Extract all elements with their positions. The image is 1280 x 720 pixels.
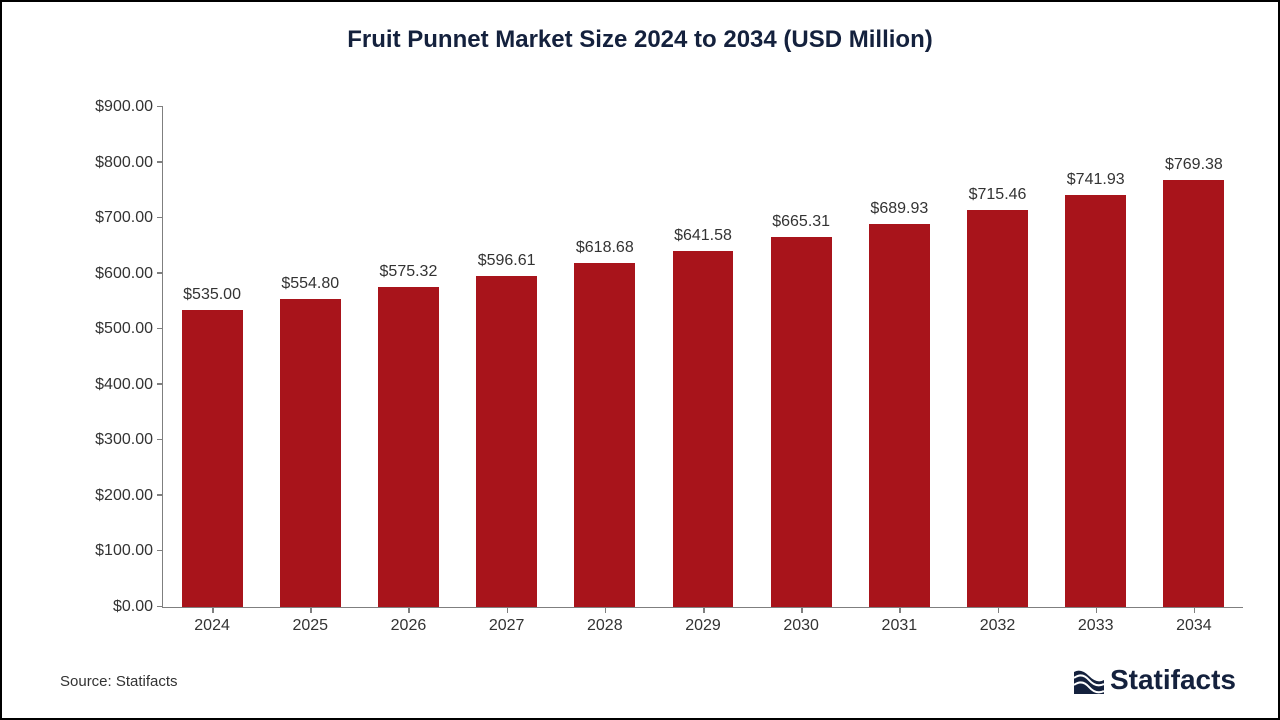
y-tick-mark [157, 106, 163, 108]
y-tick-mark [157, 550, 163, 552]
bar: $769.38 [1163, 180, 1224, 607]
y-tick-label: $600.00 [95, 265, 163, 283]
chart-title: Fruit Punnet Market Size 2024 to 2034 (U… [2, 26, 1278, 54]
y-tick-mark [157, 439, 163, 441]
y-tick-mark [157, 494, 163, 496]
x-tick-mark [605, 607, 607, 613]
x-tick-mark [310, 607, 312, 613]
bar: $741.93 [1065, 195, 1126, 607]
bar-value-label: $554.80 [281, 275, 339, 299]
x-tick-mark [507, 607, 509, 613]
bar-value-label: $665.31 [772, 213, 830, 237]
bar-group: $554.802025 [280, 107, 341, 607]
y-tick-label: $900.00 [95, 98, 163, 116]
bar-value-label: $741.93 [1067, 171, 1125, 195]
brand-text: Statifacts [1110, 664, 1236, 696]
y-tick-label: $400.00 [95, 376, 163, 394]
y-tick-label: $700.00 [95, 209, 163, 227]
x-tick-mark [408, 607, 410, 613]
bar: $641.58 [673, 251, 734, 607]
bar: $575.32 [378, 287, 439, 607]
bar: $715.46 [967, 210, 1028, 607]
bar-group: $665.312030 [771, 107, 832, 607]
y-tick-label: $200.00 [95, 487, 163, 505]
x-tick-mark [998, 607, 1000, 613]
y-tick-mark [157, 383, 163, 385]
bar: $596.61 [476, 276, 537, 607]
y-tick-label: $0.00 [113, 598, 163, 616]
x-tick-mark [703, 607, 705, 613]
bar-value-label: $715.46 [969, 186, 1027, 210]
bar-value-label: $535.00 [183, 286, 241, 310]
y-tick-mark [157, 606, 163, 608]
y-tick-mark [157, 217, 163, 219]
bar: $535.00 [182, 310, 243, 607]
bar-group: $575.322026 [378, 107, 439, 607]
bar: $618.68 [574, 263, 635, 607]
bar-group: $689.932031 [869, 107, 930, 607]
bar-value-label: $575.32 [380, 263, 438, 287]
bar-group: $769.382034 [1163, 107, 1224, 607]
y-tick-label: $100.00 [95, 542, 163, 560]
bar: $689.93 [869, 224, 930, 607]
x-tick-mark [899, 607, 901, 613]
bar-group: $596.612027 [476, 107, 537, 607]
chart-frame: Fruit Punnet Market Size 2024 to 2034 (U… [0, 0, 1280, 720]
source-label: Source: Statifacts [60, 673, 178, 690]
y-tick-label: $800.00 [95, 154, 163, 172]
bar-group: $535.002024 [182, 107, 243, 607]
plot-area: $0.00$100.00$200.00$300.00$400.00$500.00… [162, 107, 1243, 608]
y-tick-mark [157, 328, 163, 330]
bar-group: $641.582029 [673, 107, 734, 607]
x-tick-mark [212, 607, 214, 613]
bar-value-label: $618.68 [576, 239, 634, 263]
x-tick-mark [1096, 607, 1098, 613]
x-tick-mark [1194, 607, 1196, 613]
y-tick-label: $500.00 [95, 320, 163, 338]
bar-group: $618.682028 [574, 107, 635, 607]
bar-group: $741.932033 [1065, 107, 1126, 607]
x-tick-mark [801, 607, 803, 613]
statifacts-icon [1074, 666, 1104, 694]
y-tick-label: $300.00 [95, 431, 163, 449]
bar-value-label: $596.61 [478, 252, 536, 276]
bar: $554.80 [280, 299, 341, 607]
y-tick-mark [157, 272, 163, 274]
y-tick-mark [157, 161, 163, 163]
brand-logo: Statifacts [1074, 664, 1236, 696]
bar-value-label: $689.93 [870, 200, 928, 224]
bar-value-label: $641.58 [674, 227, 732, 251]
bar: $665.31 [771, 237, 832, 607]
bar-group: $715.462032 [967, 107, 1028, 607]
bar-value-label: $769.38 [1165, 156, 1223, 180]
